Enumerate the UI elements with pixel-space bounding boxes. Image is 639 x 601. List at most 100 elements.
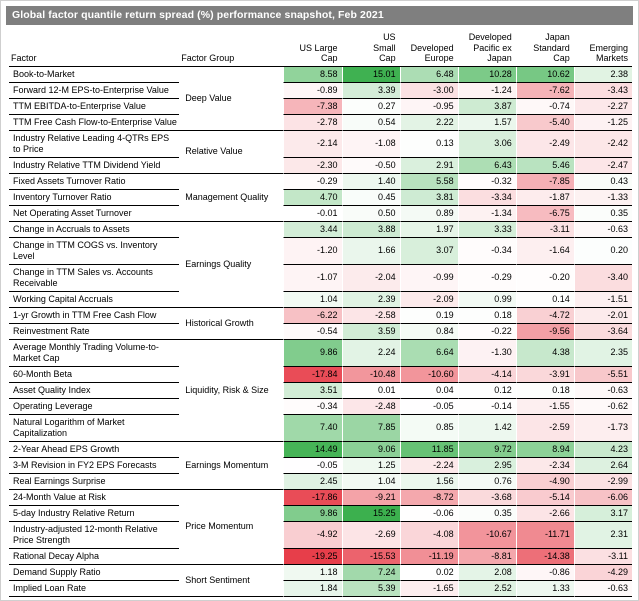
table-row: TTM Free Cash Flow-to-Enterprise Value -2… — [9, 114, 632, 131]
factor-group-cell: Relative Value — [179, 131, 284, 174]
value-cell: -0.34 — [457, 237, 516, 265]
value-cell: 0.18 — [515, 382, 574, 399]
value-cell: -2.99 — [573, 473, 632, 490]
value-cell: 2.31 — [573, 521, 632, 549]
value-cell: 9.86 — [283, 505, 342, 522]
table-body: Book-to-Market Deep Value 8.58 15.01 6.48 10.… — [9, 66, 632, 597]
value-cell: -5.14 — [515, 489, 574, 506]
factor-group-cell: Earnings Momentum — [179, 442, 284, 490]
factor-cell: Operating Leverage — [9, 399, 180, 415]
table-row: Natural Logarithm of Market Capitalizati… — [9, 414, 632, 442]
value-cell: -17.84 — [283, 366, 342, 383]
value-cell: -0.86 — [515, 564, 574, 581]
value-cell: -5.51 — [573, 366, 632, 383]
column-header-market: US Small Cap — [341, 32, 400, 67]
value-cell: -2.66 — [515, 505, 574, 522]
value-cell: -5.40 — [515, 114, 574, 131]
factor-performance-table: Factor Factor Group US Large Cap US Small… — [9, 32, 632, 597]
value-cell: 0.35 — [573, 205, 632, 222]
value-cell: 1.57 — [457, 114, 516, 131]
value-cell: -0.54 — [283, 323, 342, 340]
value-cell: 7.40 — [283, 414, 342, 442]
value-cell: 0.14 — [515, 291, 574, 308]
table-row: 60-Month Beta -17.84 -10.48 -10.60 -4.14 -3.9… — [9, 366, 632, 383]
value-cell: -0.14 — [457, 398, 516, 415]
value-cell: 4.23 — [573, 441, 632, 458]
column-header-market: Developed Europe — [399, 32, 458, 67]
value-cell: -10.48 — [341, 366, 400, 383]
report-title: Global factor quantile return spread (%)… — [6, 6, 633, 25]
value-cell: 4.70 — [283, 189, 342, 206]
value-cell: -6.06 — [573, 489, 632, 506]
factor-group-cell: Short Sentiment — [179, 565, 284, 597]
value-cell: 5.46 — [515, 157, 574, 174]
value-cell: 0.18 — [457, 307, 516, 324]
value-cell: 0.01 — [341, 382, 400, 399]
factor-cell: Forward 12-M EPS-to-Enterprise Value — [9, 83, 180, 99]
value-cell: 0.43 — [573, 173, 632, 190]
value-cell: -0.32 — [457, 173, 516, 190]
table-row: Implied Loan Rate 1.84 5.39 -1.65 2.52 1.33 -0… — [9, 580, 632, 597]
value-cell: 1.04 — [341, 473, 400, 490]
value-cell: -0.20 — [515, 264, 574, 292]
value-cell: -8.81 — [457, 548, 516, 565]
column-header-factor: Factor — [9, 32, 180, 67]
value-cell: -2.78 — [283, 114, 342, 131]
value-cell: 3.87 — [457, 98, 516, 115]
factor-cell: Fixed Assets Turnover Ratio — [9, 174, 180, 190]
table-row: 3-M Revision in FY2 EPS Forecasts -0.05 1.… — [9, 457, 632, 474]
factor-cell: Book-to-Market — [9, 67, 180, 83]
value-cell: 11.85 — [399, 441, 458, 458]
value-cell: -0.01 — [283, 205, 342, 222]
value-cell: 2.24 — [341, 339, 400, 367]
value-cell: 0.02 — [399, 564, 458, 581]
value-cell: -11.71 — [515, 521, 574, 549]
value-cell: 3.07 — [399, 237, 458, 265]
value-cell: -0.99 — [399, 264, 458, 292]
table-row: 5-day Industry Relative Return 9.86 15.25-… — [9, 505, 632, 522]
value-cell: -3.68 — [457, 489, 516, 506]
value-cell: -7.85 — [515, 173, 574, 190]
value-cell: 0.50 — [341, 205, 400, 222]
value-cell: -2.24 — [399, 457, 458, 474]
factor-cell: Change in TTM COGS vs. Inventory Level — [9, 238, 180, 265]
value-cell: -7.62 — [515, 82, 574, 99]
value-cell: 6.48 — [399, 66, 458, 83]
value-cell: -2.58 — [341, 307, 400, 324]
value-cell: -1.64 — [515, 237, 574, 265]
value-cell: -0.95 — [399, 98, 458, 115]
value-cell: 3.33 — [457, 221, 516, 238]
value-cell: -2.34 — [515, 457, 574, 474]
table-row: TTM EBITDA-to-Enterprise Value -7.38 0.27-… — [9, 98, 632, 115]
value-cell: 1.40 — [341, 173, 400, 190]
column-header-market: Developed Pacific ex Japan — [457, 32, 516, 67]
factor-group-cell: Liquidity, Risk & Size — [179, 340, 284, 442]
factor-cell: Real Earnings Surprise — [9, 474, 180, 490]
factor-cell: 24-Month Value at Risk — [9, 490, 180, 506]
column-header-market: Japan Standard Cap — [515, 32, 574, 67]
factor-cell: Reinvestment Rate — [9, 324, 180, 340]
value-cell: -3.34 — [457, 189, 516, 206]
value-cell: 1.97 — [399, 221, 458, 238]
value-cell: 2.38 — [573, 66, 632, 83]
value-cell: -3.11 — [515, 221, 574, 238]
value-cell: 2.52 — [457, 580, 516, 597]
table-row: Net Operating Asset Turnover -0.01 0.50 0.8… — [9, 205, 632, 222]
value-cell: 6.64 — [399, 339, 458, 367]
table-row: Asset Quality Index 3.51 0.01 0.04 0.12 0.18-… — [9, 382, 632, 399]
value-cell: -0.89 — [283, 82, 342, 99]
factor-cell: Natural Logarithm of Market Capitalizati… — [9, 415, 180, 442]
table-row: Inventory Turnover Ratio 4.70 0.45 3.81 -3.3… — [9, 189, 632, 206]
value-cell: -0.74 — [515, 98, 574, 115]
table-row: Reinvestment Rate -0.54 3.59 0.84 -0.22 -9.56… — [9, 323, 632, 340]
factor-cell: 2-Year Ahead EPS Growth — [9, 442, 180, 458]
value-cell: -1.73 — [573, 414, 632, 442]
value-cell: -7.38 — [283, 98, 342, 115]
value-cell: 15.01 — [341, 66, 400, 83]
value-cell: 7.24 — [341, 564, 400, 581]
value-cell: 1.04 — [283, 291, 342, 308]
factor-cell: Change in Accruals to Assets — [9, 222, 180, 238]
factor-cell: 1-yr Growth in TTM Free Cash Flow — [9, 308, 180, 324]
value-cell: 3.39 — [341, 82, 400, 99]
